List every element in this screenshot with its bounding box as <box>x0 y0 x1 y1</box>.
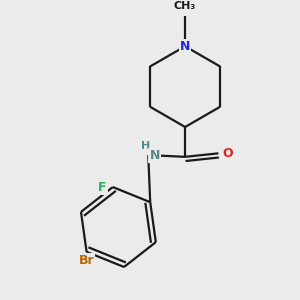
Text: F: F <box>98 181 106 194</box>
Text: N: N <box>149 148 160 162</box>
Text: H: H <box>141 141 150 151</box>
Text: N: N <box>180 40 190 53</box>
Text: CH₃: CH₃ <box>174 1 196 11</box>
Text: O: O <box>222 147 232 160</box>
Text: Br: Br <box>79 254 94 267</box>
